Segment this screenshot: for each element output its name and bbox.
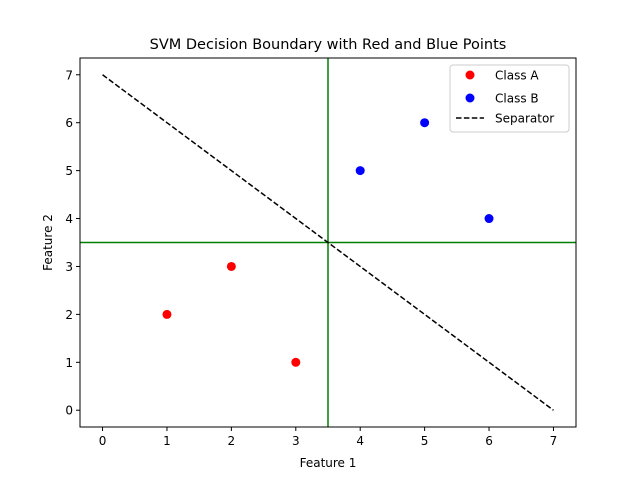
class-a-point — [162, 309, 172, 319]
legend-swatch-class-a — [465, 70, 475, 80]
legend: Class A Class B Separator — [449, 64, 570, 133]
x-tick-label: 1 — [163, 434, 171, 448]
legend-label-separator: Separator — [495, 112, 554, 126]
class-b-point — [420, 118, 430, 128]
series-layer — [102, 74, 554, 411]
class-a-point — [226, 261, 236, 271]
y-tick-label: 3 — [65, 260, 73, 274]
y-tick-label: 7 — [65, 68, 73, 82]
plot-area: 0 1 2 3 4 5 6 7 0 1 2 3 4 5 6 7 — [65, 57, 577, 448]
x-tick-label: 5 — [421, 434, 429, 448]
y-axis-label: Feature 2 — [41, 214, 55, 271]
y-tick-label: 2 — [65, 308, 73, 322]
plot-frame — [79, 57, 577, 428]
separator-line — [102, 74, 554, 411]
legend-label-class-b: Class B — [495, 92, 539, 106]
legend-swatch-class-b — [465, 93, 475, 103]
y-tick-label: 5 — [65, 164, 73, 178]
class-a-point — [291, 357, 301, 367]
x-tick-label: 3 — [292, 434, 300, 448]
legend-box — [449, 64, 570, 133]
y-tick-label: 0 — [65, 404, 73, 418]
y-tick-label: 1 — [65, 356, 73, 370]
x-tick-label: 6 — [485, 434, 493, 448]
x-tick-label: 0 — [99, 434, 107, 448]
class-b-point — [355, 166, 365, 176]
x-tick-label: 7 — [550, 434, 558, 448]
x-axis-label: Feature 1 — [300, 456, 357, 470]
class-b-point — [484, 214, 494, 224]
x-tick-label: 4 — [356, 434, 364, 448]
chart-title: SVM Decision Boundary with Red and Blue … — [150, 37, 507, 53]
x-tick-label: 2 — [228, 434, 236, 448]
x-axis: 0 1 2 3 4 5 6 7 — [99, 427, 558, 448]
legend-label-class-a: Class A — [495, 69, 539, 83]
y-axis: 0 1 2 3 4 5 6 7 — [65, 68, 80, 418]
y-tick-label: 4 — [65, 212, 73, 226]
y-tick-label: 6 — [65, 116, 73, 130]
